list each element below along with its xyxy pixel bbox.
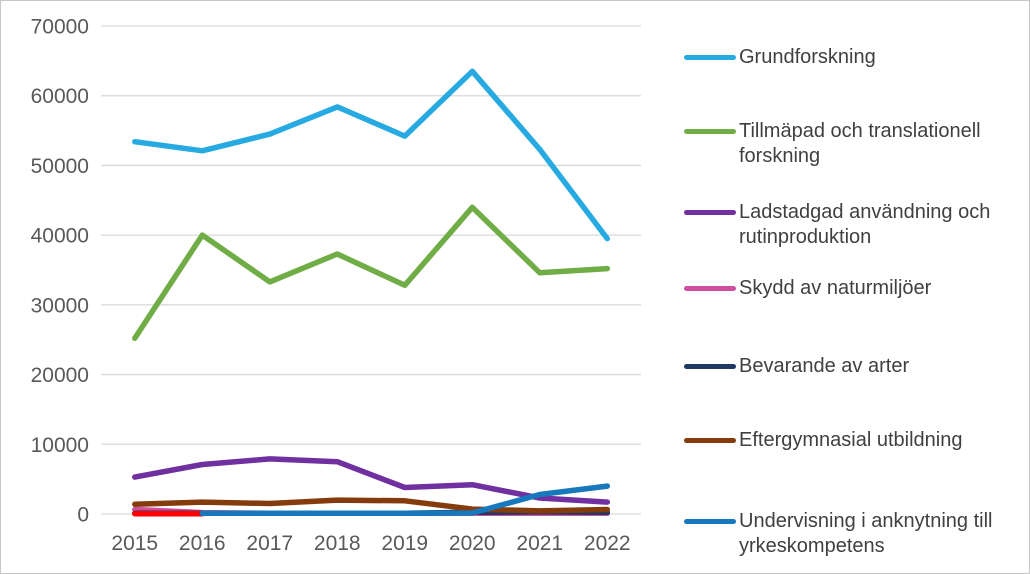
series-line-grundforskning: [132, 68, 611, 242]
legend-label: Eftergymnasial utbildning: [739, 429, 963, 451]
y-axis-tick-label: 60000: [31, 85, 89, 108]
series-line-undervisning-yrkeskompetens: [199, 483, 611, 517]
series-line-tillampad-forskning: [132, 204, 611, 342]
legend-item: Skydd av naturmiljöer: [684, 276, 931, 301]
y-axis-tick-label: 40000: [31, 225, 89, 248]
y-axis-tick-label: 70000: [31, 16, 89, 39]
y-axis-tick-label: 50000: [31, 155, 89, 178]
y-axis-tick-label: 10000: [31, 434, 89, 457]
x-axis-tick-label: 2019: [381, 532, 428, 555]
x-axis-tick-label: 2018: [314, 532, 361, 555]
x-axis-tick-label: 2015: [111, 532, 158, 555]
legend-label: Undervisning i anknytning till yrkeskomp…: [739, 510, 993, 557]
legend-item: Bevarande av arter: [684, 354, 909, 379]
legend-label: Skydd av naturmiljöer: [739, 277, 932, 299]
x-axis-tick-label: 2021: [516, 532, 563, 555]
legend-item: Undervisning i anknytning till yrkeskomp…: [684, 509, 1027, 559]
legend-swatch-line: [684, 210, 736, 215]
legend-item: Tillmäpad och translationell forskning: [684, 119, 1027, 169]
series-line-eftergymnasial-utbildning: [132, 497, 611, 514]
legend-label: Ladstadgad användning och rutinproduktio…: [739, 201, 991, 248]
legend-label: Bevarande av arter: [739, 355, 910, 377]
chart-legend: Grundforskning Tillmäpad och translatione…: [684, 1, 1028, 573]
x-axis-tick-label: 2016: [179, 532, 226, 555]
legend-label: Grundforskning: [739, 46, 876, 68]
y-axis-tick-label: 0: [77, 504, 89, 527]
legend-swatch-line: [684, 519, 736, 524]
x-axis-tick-label: 2022: [584, 532, 631, 555]
legend-item: Grundforskning: [684, 45, 876, 70]
legend-item: Eftergymnasial utbildning: [684, 428, 962, 453]
x-axis-tick-label: 2017: [246, 532, 293, 555]
legend-swatch-line: [684, 438, 736, 443]
legend-item: Ladstadgad användning och rutinproduktio…: [684, 200, 1027, 250]
legend-label: Tillmäpad och translationell forskning: [739, 120, 981, 167]
x-axis-tick-label: 2020: [449, 532, 496, 555]
legend-swatch-line: [684, 364, 736, 369]
legend-swatch-line: [684, 55, 736, 60]
legend-swatch-line: [684, 286, 736, 291]
legend-swatch-line: [684, 129, 736, 134]
y-axis-tick-label: 30000: [31, 294, 89, 317]
y-axis-tick-label: 20000: [31, 364, 89, 387]
line-chart-plot-area: 0 10000 20000 30000 40000 50000 60000 70000 2015…: [31, 16, 641, 555]
